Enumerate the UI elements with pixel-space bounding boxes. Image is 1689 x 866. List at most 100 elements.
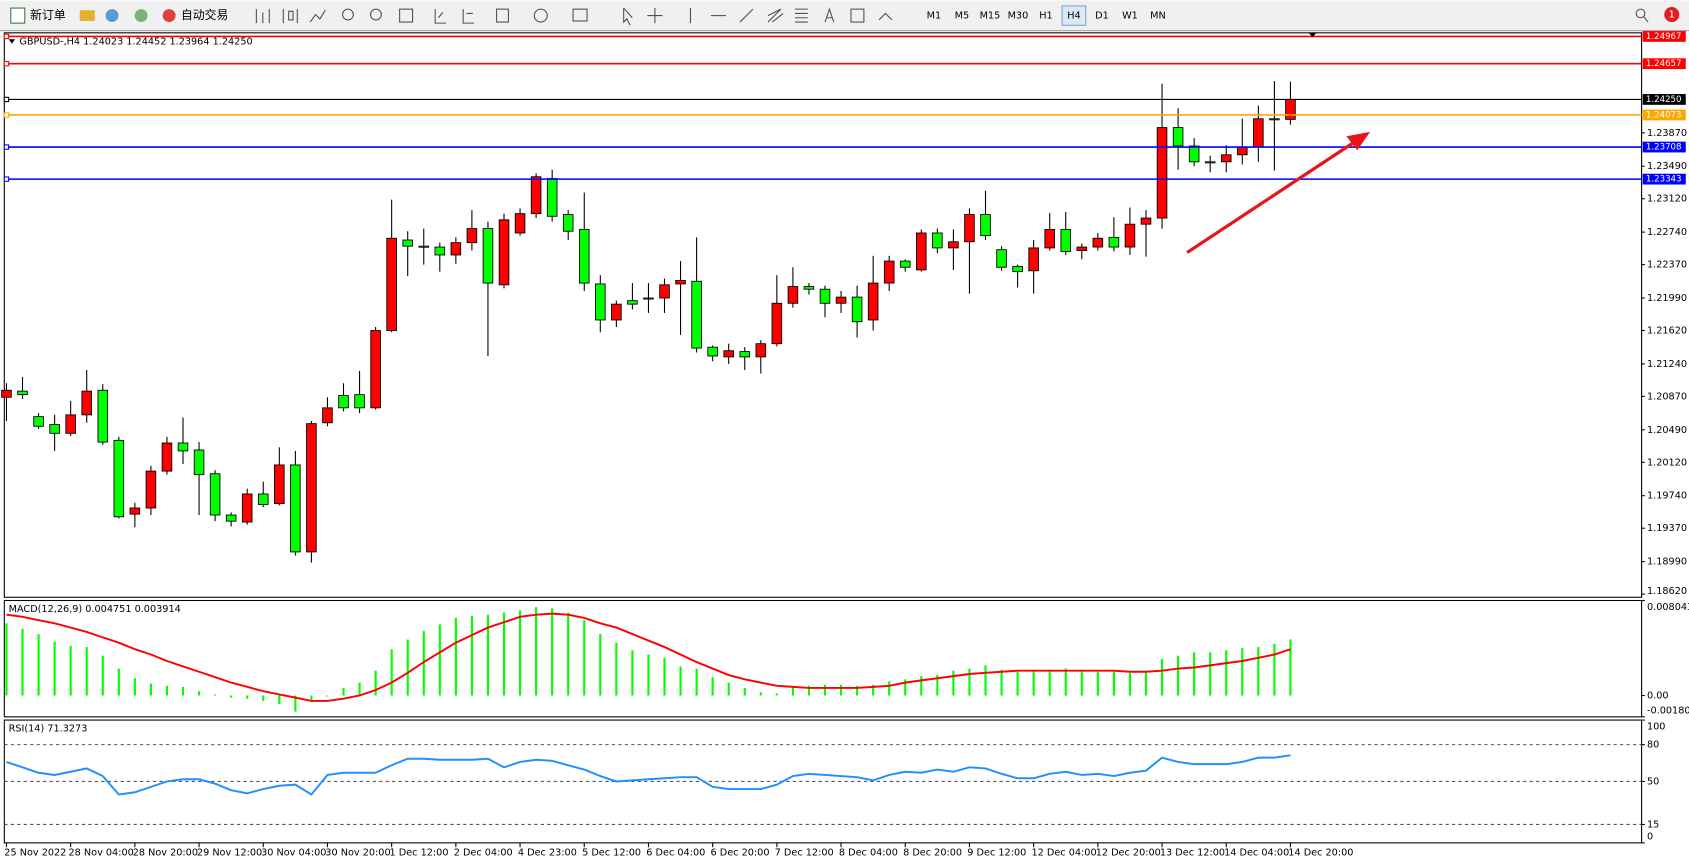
x-tick-label: 6 Dec 20:00 [711,848,770,859]
level-handle [3,112,10,118]
zoom-in-tool[interactable] [342,8,354,21]
candle-body [739,351,751,358]
candle-body [1220,154,1232,163]
chart-title: GBPUSD-,H4 1.24023 1.24452 1.23964 1.242… [19,36,252,47]
macd-bar [551,608,554,696]
macd-bar [390,649,393,696]
autoscroll-tool[interactable] [434,9,446,24]
search-icon[interactable] [1635,8,1646,19]
level-handle [3,144,10,150]
level-price-label: 1.24657 [1646,59,1682,69]
indicator-title: MACD(12,26,9) 0.004751 0.003914 [9,604,181,615]
candle-body [306,423,317,553]
timeframe-button[interactable]: M5 [955,11,970,22]
y-tick-label: 1.19740 [1647,491,1687,502]
timeframe-button[interactable]: M30 [1008,11,1029,22]
macd-bar [149,683,152,696]
level-price-label: 1.23708 [1646,143,1682,153]
y-tick-label: 100 [1647,722,1666,733]
macd-bar [1177,655,1180,696]
y-tick-label: 0.00 [1647,690,1669,701]
candle-body [1253,118,1264,148]
toolbar-background [0,0,1689,31]
macd-bar [920,676,923,696]
y-tick-label: 1.22740 [1647,227,1687,238]
candle-body [1028,247,1039,272]
level-price-label: 1.24967 [1646,32,1682,42]
y-tick-label: 15 [1647,819,1659,830]
macd-bar [181,686,185,696]
crosshair-tool[interactable] [647,8,663,24]
candle-body [49,424,60,434]
timeframe-button[interactable]: W1 [1122,11,1138,22]
new-order-button[interactable]: 新订单 [10,7,66,24]
macd-bar [486,614,490,696]
bar-chart-tool[interactable] [255,9,270,24]
candle-body [193,449,205,476]
arrow-shaft [1186,140,1356,254]
timeframe-button[interactable]: M1 [927,11,942,22]
y-tick-label: -0.001807 [1647,705,1689,716]
macd-bar [599,634,602,696]
timeframe-button[interactable]: H1 [1039,11,1052,22]
candle-body [755,343,767,358]
candle-body [386,237,397,331]
candle-body [322,407,333,424]
macd-signal-line [6,612,1291,702]
macd-bar [856,685,859,696]
candle-body [1012,265,1023,273]
timeframe-button[interactable]: D1 [1095,11,1109,22]
cursor-tool[interactable] [623,7,633,26]
annotation-arrow [1186,131,1371,254]
candle-body [659,284,670,299]
fibo-tool[interactable] [767,8,784,23]
search-handle [1643,16,1649,23]
macd-bar [117,668,120,696]
auto-trading-label[interactable]: 自动交易 [181,8,228,22]
shift-tool[interactable] [462,9,474,24]
auto-trading-button[interactable]: 自动交易 [162,8,229,22]
macd-bar [470,615,473,696]
y-tick-label: 1.20870 [1647,391,1687,402]
line-chart-tool[interactable] [309,9,326,23]
trendline-tool[interactable] [739,8,754,23]
zoom-out-tool[interactable] [370,8,382,21]
alert-count: 1 [1669,10,1675,21]
templates-tool[interactable] [572,8,588,22]
macd-bar [1112,671,1115,696]
navigator-icon[interactable] [134,9,148,23]
timeframe-button[interactable]: H4 [1067,11,1080,22]
tile-tool[interactable] [399,8,414,23]
candle-chart-tool[interactable] [282,9,298,24]
alert-badge[interactable] [1664,6,1680,23]
text-tool[interactable] [824,7,835,23]
x-tick-label: 14 Dec 20:00 [1288,848,1353,859]
level-price-label: 1.24250 [1646,95,1682,105]
macd-bar [535,607,538,696]
arrows-tool[interactable] [878,12,893,21]
candle-body [1108,236,1120,248]
macd-bar [807,685,811,696]
periods-tool[interactable] [533,8,548,23]
macd-bar [583,620,586,696]
x-tick-label: 30 Nov 04:00 [261,848,326,859]
level-price-box [1642,141,1686,153]
candle-body [257,493,269,505]
candle-body [851,296,863,323]
timeframe-button[interactable]: M15 [980,11,1001,22]
macd-bar [1096,671,1099,696]
market-watch-icon[interactable] [105,9,119,23]
y-tick-label: 50 [1647,776,1659,787]
macd-bar [358,682,361,696]
y-tick-label: 1.23490 [1647,161,1687,172]
y-tick-label: 1.18990 [1647,557,1687,568]
timeframe-button[interactable]: MN [1150,11,1166,22]
indicators-tool[interactable] [496,8,509,23]
label-tool[interactable] [850,8,865,23]
fibo-retracement-tool[interactable] [794,8,808,23]
macd-bar [438,624,441,696]
x-tick-label: 28 Nov 04:00 [69,848,134,859]
new-order-label[interactable]: 新订单 [30,8,66,22]
macd-bar [791,687,794,696]
toolbox-icon[interactable] [79,10,95,21]
